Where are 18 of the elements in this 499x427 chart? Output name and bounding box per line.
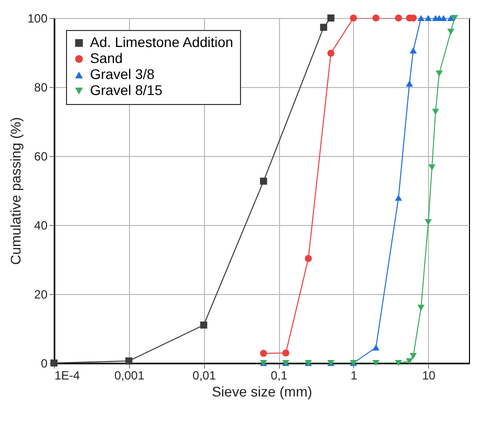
x-tick-label: 0,001: [114, 368, 145, 382]
x-tick-label: 1E-4: [54, 368, 80, 382]
y-tick-label: 100: [27, 12, 48, 26]
legend-label: Sand: [90, 50, 123, 66]
y-axis-title: Cumulative passing (%): [7, 117, 24, 265]
x-axis-title: Sieve size (mm): [212, 384, 312, 400]
x-tick-label: 0,01: [192, 368, 216, 382]
y-tick-label: 20: [34, 288, 48, 302]
x-tick-label: 1: [350, 368, 358, 382]
legend-label: Gravel 3/8: [90, 66, 155, 82]
y-tick-label: 0: [40, 356, 48, 370]
x-tick-label: 0,1: [270, 368, 288, 382]
y-tick-label: 60: [34, 150, 48, 164]
y-tick-label: 40: [34, 218, 48, 232]
x-tick-label: 10: [422, 368, 436, 382]
legend-label: Ad. Limestone Addition: [90, 34, 234, 50]
y-tick-label: 80: [34, 80, 48, 94]
legend-label: Gravel 8/15: [90, 82, 163, 98]
